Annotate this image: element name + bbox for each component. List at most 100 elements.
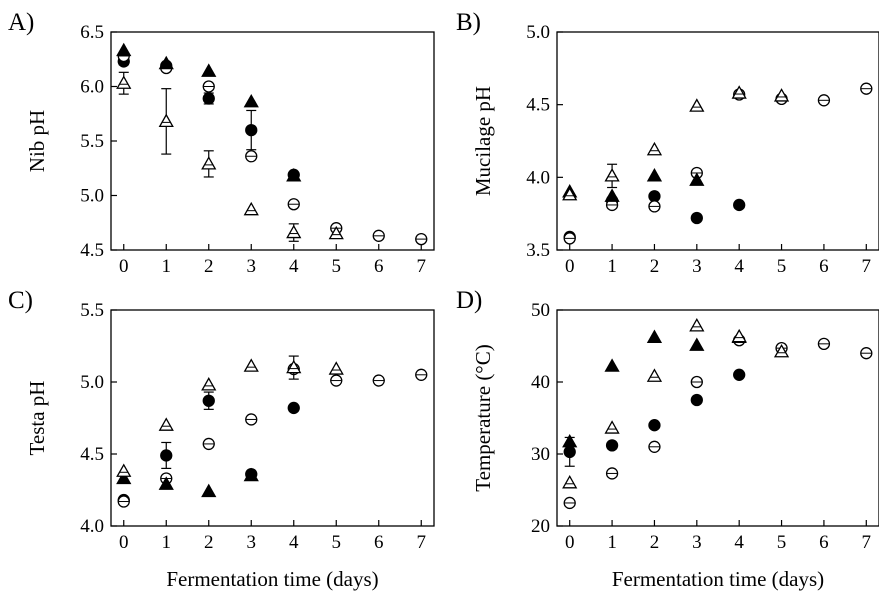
x-tick-label: 6 [819, 256, 829, 277]
x-tick-label: 3 [692, 256, 702, 277]
series-open-circle [563, 334, 873, 510]
x-tick-label: 0 [565, 532, 575, 553]
plot-frame [556, 309, 879, 527]
data-point [731, 328, 747, 343]
x-tick-label: 2 [204, 532, 214, 553]
data-point [690, 393, 703, 407]
x-tick-label: 5 [777, 256, 787, 277]
data-point [116, 42, 132, 57]
panel-label: C) [8, 287, 33, 314]
panel-b: 3.5 4.0 4.5 5.0 0 1 2 3 4 5 6 7 B) Mucilage pH [456, 9, 879, 277]
x-tick-label: 4 [734, 532, 744, 553]
data-point [605, 439, 619, 452]
y-tick-label: 4.0 [526, 167, 550, 188]
data-point [604, 420, 620, 434]
y-tick-label: 3.5 [526, 240, 550, 261]
series-filled-circle [563, 190, 746, 244]
data-point [689, 337, 705, 351]
x-tick-label: 3 [692, 532, 702, 553]
data-point [562, 186, 578, 201]
data-point [160, 449, 173, 462]
y-tick-label: 5.5 [80, 131, 104, 152]
x-tick-label: 2 [650, 532, 660, 553]
panel-a: 4.5 5.0 5.5 6.0 6.5 0 1 2 3 4 5 6 7 A) Nib pH [8, 9, 435, 277]
data-point [689, 98, 705, 112]
plot-frame [556, 31, 879, 251]
x-tick-label: 7 [862, 256, 872, 277]
series-open-triangle [562, 318, 790, 489]
data-point [201, 377, 217, 391]
x-tick-label: 1 [162, 532, 172, 553]
data-point [646, 168, 663, 182]
data-point [158, 417, 174, 431]
data-point [733, 198, 746, 212]
data-point [646, 329, 663, 344]
x-tick-label: 6 [374, 532, 384, 553]
y-tick-label: 50 [531, 300, 550, 321]
y-tick-label: 40 [531, 372, 550, 393]
data-point [201, 483, 217, 498]
data-point [286, 359, 302, 374]
y-axis-label: Nib pH [25, 110, 49, 172]
series-open-triangle [116, 71, 344, 242]
y-axis-label: Temperature (°C) [471, 344, 495, 491]
series-open-circle [117, 49, 428, 246]
data-point [287, 401, 300, 415]
data-point [733, 368, 746, 381]
y-tick-label: 4.5 [80, 444, 104, 465]
x-tick-label: 6 [819, 532, 829, 553]
x-tick-label: 4 [289, 256, 299, 277]
y-tick-label: 5.0 [80, 186, 104, 207]
series-filled-triangle [562, 329, 747, 448]
panel-label: B) [456, 9, 481, 36]
x-tick-label: 0 [565, 256, 575, 277]
x-tick-label: 1 [607, 256, 617, 277]
data-point [328, 225, 344, 240]
data-point [604, 358, 620, 372]
data-point [158, 113, 174, 128]
x-tick-label: 0 [119, 532, 129, 553]
x-tick-label: 5 [777, 532, 787, 553]
data-point [562, 474, 578, 489]
y-tick-label: 20 [531, 516, 550, 537]
series-open-circle [563, 82, 873, 245]
series-filled-triangle [116, 467, 259, 498]
y-tick-label: 5.0 [80, 372, 104, 393]
data-point [286, 168, 302, 182]
y-tick-label: 5.5 [80, 300, 104, 321]
x-tick-label: 5 [332, 256, 342, 277]
data-point [773, 88, 790, 102]
x-tick-label: 4 [734, 256, 744, 277]
data-point [243, 358, 259, 372]
data-point [116, 75, 132, 89]
data-point [243, 467, 259, 482]
x-axis-label: Fermentation time (days) [612, 567, 824, 591]
data-point [201, 63, 217, 77]
y-tick-label: 30 [531, 444, 550, 465]
data-point [158, 55, 174, 70]
data-point [201, 156, 217, 170]
data-point [773, 343, 790, 358]
x-tick-label: 0 [119, 256, 129, 277]
x-tick-label: 2 [650, 256, 660, 277]
y-tick-label: 5.0 [526, 22, 550, 43]
x-tick-label: 7 [417, 532, 427, 553]
y-tick-label: 4.5 [80, 240, 104, 261]
data-point [648, 190, 661, 203]
series-filled-circle [563, 368, 746, 467]
x-tick-label: 1 [162, 256, 172, 277]
data-point [116, 470, 132, 485]
data-point [116, 463, 132, 477]
series-open-triangle [116, 355, 344, 477]
data-point [158, 476, 174, 490]
data-point [646, 368, 663, 382]
panel-d: 20 30 40 50 0 1 2 3 4 5 6 7 D) Temperature (°C) Fermen… [456, 287, 879, 591]
data-point [689, 318, 705, 332]
series-open-triangle [562, 85, 790, 201]
y-tick-label: 4.5 [526, 95, 550, 116]
y-axis-label: Testa pH [25, 381, 49, 456]
plot-frame [110, 31, 435, 251]
x-tick-label: 3 [247, 532, 257, 553]
x-tick-label: 1 [607, 532, 617, 553]
